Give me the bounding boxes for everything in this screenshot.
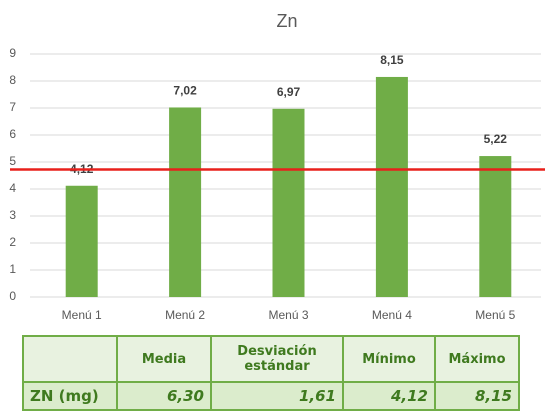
- y-tick-label: 8: [9, 73, 16, 87]
- bar: [479, 156, 512, 297]
- header-row: Media Desviación estándar Mínimo Máximo: [22, 335, 520, 383]
- data-row: ZN (mg) 6,30 1,61 4,12 8,15: [22, 381, 520, 411]
- y-tick-label: 6: [9, 127, 16, 141]
- header-cell: Máximo: [434, 335, 520, 383]
- stats-table: Media Desviación estándar Mínimo Máximo …: [22, 335, 520, 411]
- x-tick-label: Menú 4: [372, 308, 412, 322]
- bar: [169, 107, 202, 298]
- y-tick-label: 2: [9, 235, 16, 249]
- x-tick-label: Menú 2: [165, 308, 205, 322]
- chart-title: Zn: [276, 11, 297, 31]
- y-tick-label: 5: [9, 154, 16, 168]
- cell: 1,61: [210, 381, 344, 411]
- y-tick-label: 9: [9, 46, 16, 60]
- y-tick-label: 7: [9, 100, 16, 114]
- x-tick-label: Menú 3: [268, 308, 308, 322]
- header-cell: Mínimo: [342, 335, 436, 383]
- corner-cell: [22, 335, 118, 383]
- cell: 6,30: [116, 381, 212, 411]
- bar: [65, 185, 98, 297]
- x-tick-label: Menú 5: [475, 308, 515, 322]
- data-label: 6,97: [277, 85, 301, 99]
- data-label: 5,22: [484, 132, 508, 146]
- chart: Zn 0 1 2 3 4 5 6 7 8 9 Menú 1 Menú 2 Menú 3 Menú 4 Men…: [9, 11, 545, 322]
- y-tick-label: 4: [9, 181, 16, 195]
- cell: 8,15: [434, 381, 520, 411]
- y-tick-label: 1: [9, 262, 16, 276]
- x-tick-label: Menú 1: [62, 308, 102, 322]
- y-tick-label: 0: [9, 289, 16, 303]
- data-label: 8,15: [380, 53, 404, 67]
- bar: [272, 108, 305, 297]
- header-cell: Media: [116, 335, 212, 383]
- row-label: ZN (mg): [22, 381, 118, 411]
- data-label: 7,02: [173, 84, 197, 98]
- y-tick-label: 3: [9, 208, 16, 222]
- bar: [375, 76, 408, 297]
- cell: 4,12: [342, 381, 436, 411]
- header-cell: Desviación estándar: [210, 335, 344, 383]
